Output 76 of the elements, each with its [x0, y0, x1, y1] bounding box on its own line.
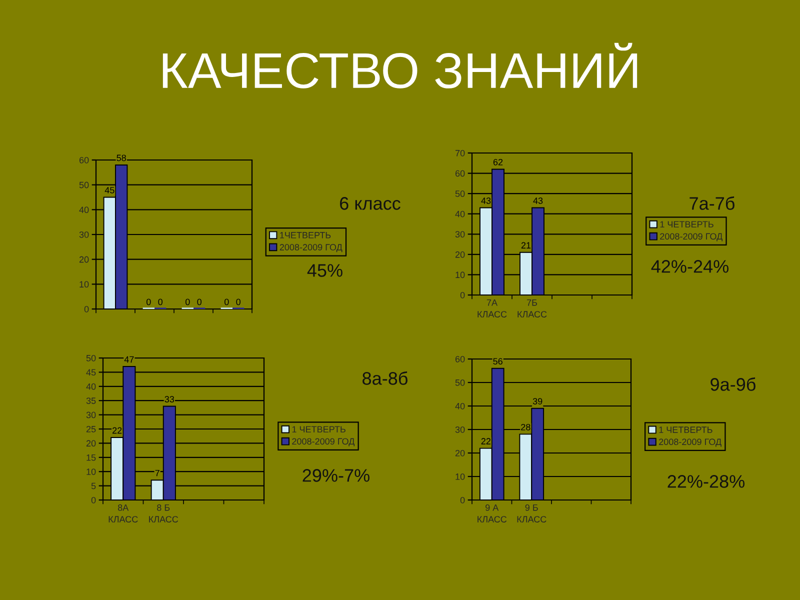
- y-tick-label: 0: [460, 496, 465, 504]
- y-tick-label: 50: [455, 190, 465, 197]
- data-label: 0: [224, 298, 229, 306]
- text: 9а-9б: [710, 377, 756, 391]
- legend-label: 1ЧЕТВЕРТЬ: [280, 232, 331, 238]
- data-label: 22: [481, 438, 490, 444]
- text: 8а-8б: [362, 371, 408, 385]
- y-tick-label: 0: [460, 292, 465, 298]
- data-label: 62: [493, 158, 503, 166]
- data-label: 0: [197, 298, 202, 306]
- x-tick-label: 7А КЛАСС: [478, 300, 507, 318]
- data-label: 47: [124, 356, 134, 363]
- x-tick-label: 8А КЛАСС: [108, 504, 138, 522]
- y-tick-label: 60: [455, 356, 465, 362]
- y-tick-label: 50: [79, 182, 89, 188]
- y-tick-label: 40: [455, 210, 465, 218]
- y-tick-label: 0: [84, 306, 89, 312]
- y-tick-label: 40: [79, 206, 89, 214]
- data-label: 0: [158, 298, 163, 306]
- data-label: 7: [155, 470, 160, 476]
- x-tick-label: 7Б КЛАСС: [518, 300, 547, 318]
- y-tick-label: 40: [455, 402, 465, 410]
- legend-label: 1 ЧЕТВЕРТЬ: [660, 221, 714, 228]
- data-label: 56: [493, 358, 502, 365]
- data-label: 33: [164, 396, 174, 402]
- y-tick-label: 10: [80, 281, 89, 288]
- y-tick-label: 50: [86, 354, 96, 362]
- data-label: 0: [236, 298, 241, 306]
- y-tick-label: 10: [456, 473, 465, 480]
- data-label: 21: [521, 242, 531, 248]
- legend-label: 2008-2009 ГОД: [659, 438, 722, 447]
- legend-label: 2008-2009 ГОД: [660, 233, 722, 242]
- legend-label: 2008-2009 ГОД: [280, 244, 342, 252]
- y-tick-label: 15: [86, 454, 96, 461]
- text: 29%-7%: [302, 469, 370, 482]
- y-tick-label: 35: [86, 398, 96, 404]
- y-tick-label: 20: [455, 450, 465, 456]
- data-label: 43: [481, 198, 491, 204]
- x-tick-label: 9 А КЛАСС: [478, 504, 507, 522]
- y-tick-label: 20: [79, 256, 89, 263]
- y-tick-label: 60: [79, 156, 89, 164]
- y-tick-label: 25: [86, 426, 96, 432]
- data-label: 22: [112, 427, 122, 434]
- y-tick-label: 0: [91, 496, 96, 504]
- text: 45%: [307, 264, 342, 277]
- legend-label: 1 ЧЕТВЕРТЬ: [292, 426, 346, 432]
- y-tick-label: 20: [455, 251, 465, 258]
- legend-label: 1 ЧЕТВЕРТЬ: [659, 426, 712, 433]
- text: 22%-28%: [668, 475, 745, 488]
- x-tick-label: 9 Б КЛАСС: [517, 504, 546, 522]
- text: 6 класс: [340, 197, 400, 210]
- y-tick-label: 30: [455, 426, 465, 433]
- data-label: 0: [146, 298, 151, 306]
- data-label: 39: [532, 398, 542, 404]
- text: 7а-7б: [690, 196, 734, 210]
- y-tick-label: 30: [79, 231, 89, 238]
- data-label: 43: [533, 198, 543, 204]
- y-tick-label: 40: [86, 383, 96, 390]
- y-tick-label: 50: [455, 379, 465, 386]
- data-label: 28: [521, 424, 530, 430]
- text: КАЧЕСТВО ЗНАНИЙ: [162, 42, 638, 88]
- y-tick-label: 5: [91, 482, 96, 490]
- y-tick-label: 70: [455, 150, 465, 156]
- data-label: 0: [185, 298, 190, 306]
- data-label: 45: [104, 187, 114, 194]
- legend-label: 2008-2009 ГОД: [292, 438, 355, 446]
- y-tick-label: 30: [455, 231, 465, 238]
- y-tick-label: 10: [456, 272, 465, 278]
- y-tick-label: 30: [86, 412, 96, 418]
- y-tick-label: 10: [86, 468, 96, 475]
- text: 42%-24%: [651, 260, 729, 273]
- y-tick-label: 20: [86, 440, 96, 447]
- y-tick-label: 45: [86, 369, 96, 376]
- x-tick-label: 8 Б КЛАСС: [149, 504, 178, 522]
- y-tick-label: 60: [455, 170, 465, 177]
- data-label: 58: [116, 154, 126, 162]
